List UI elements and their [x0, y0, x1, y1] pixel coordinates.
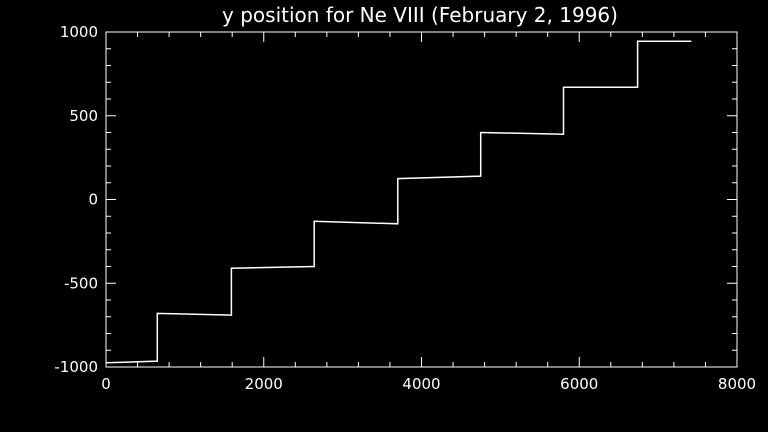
x-tick-label: 2000 — [245, 375, 283, 393]
y-tick-label: 0 — [88, 191, 98, 209]
x-tick-label: 8000 — [718, 375, 756, 393]
y-tick-label: 500 — [69, 107, 98, 125]
chart-title: y position for Ne VIII (February 2, 1996… — [222, 3, 618, 27]
y-tick-label: 1000 — [60, 23, 98, 41]
x-tick-label: 4000 — [402, 375, 440, 393]
y-tick-label: -1000 — [54, 358, 98, 376]
series-line — [105, 40, 692, 364]
y-tick-label: -500 — [64, 274, 98, 292]
x-axis: 0 2000 4000 6000 8000 — [101, 32, 756, 393]
y-axis: 1000 500 0 -500 -1000 — [54, 23, 737, 376]
series-layer — [105, 40, 692, 364]
x-tick-label: 6000 — [560, 375, 598, 393]
x-tick-label: 0 — [101, 375, 111, 393]
